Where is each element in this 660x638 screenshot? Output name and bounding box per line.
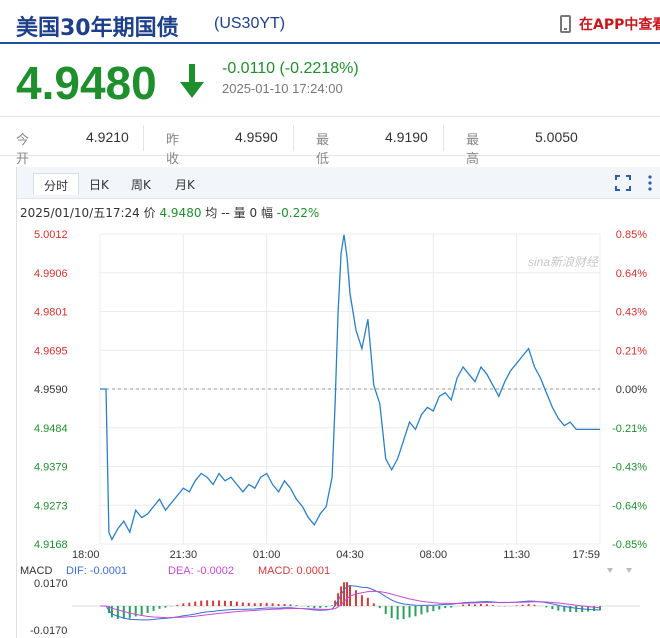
info-vol: 0 bbox=[249, 206, 258, 220]
info-pct-label: 幅 bbox=[260, 206, 273, 220]
macd-value: MACD: 0.0001 bbox=[258, 565, 330, 577]
price-change: -0.0110 (-0.2218%) bbox=[222, 60, 359, 77]
intraday-chart[interactable]: 5.0012 4.9906 4.9801 4.9695 4.9590 4.9484 4.93… bbox=[0, 228, 660, 638]
info-price-label: 价 bbox=[143, 206, 156, 220]
stat-value: 4.9210 bbox=[86, 129, 129, 145]
x-tick-label: 08:00 bbox=[420, 549, 448, 561]
stat-label: 今开 bbox=[16, 133, 30, 167]
x-tick-label: 01:00 bbox=[253, 549, 281, 561]
quote-header: 美国30年期国债 (US30YT) 在APP中查看 bbox=[0, 0, 660, 44]
divider bbox=[443, 125, 444, 151]
stat-label: 最低 bbox=[316, 133, 330, 167]
stat-value: 5.0050 bbox=[535, 129, 578, 145]
y-tick-label-left: 4.9379 bbox=[34, 462, 68, 474]
chart-tabs: 分时 日K 周K 月K bbox=[17, 167, 660, 199]
x-tick-label: 21:30 bbox=[170, 549, 198, 561]
phone-icon bbox=[560, 15, 571, 33]
sina-watermark: sina新浪财经 bbox=[528, 255, 600, 269]
tab-intraday[interactable]: 分时 bbox=[33, 173, 80, 195]
stats-bar: 今开 4.9210 昨收 4.9590 最低 4.9190 最高 5.0050 bbox=[0, 116, 660, 167]
y-tick-label-right: 0.21% bbox=[616, 345, 647, 357]
ticker-symbol: (US30YT) bbox=[214, 15, 286, 32]
info-vol-label: 量 bbox=[233, 206, 246, 220]
macd-dif: DIF: -0.0001 bbox=[66, 565, 127, 577]
stat-value: 4.9190 bbox=[385, 129, 428, 145]
down-arrow-icon bbox=[180, 64, 204, 98]
info-pct: -0.22% bbox=[276, 206, 320, 220]
collapse-icon[interactable] bbox=[607, 568, 613, 573]
y-axis-right: 0.85% 0.64% 0.43% 0.21% 0.00% -0.21% -0.43% -0.… bbox=[612, 229, 647, 551]
page-title: 美国30年期国债 bbox=[16, 16, 179, 41]
open-in-app-label: 在APP中查看 bbox=[579, 17, 660, 33]
y-tick-label-right: 0.64% bbox=[616, 268, 647, 280]
stat-label: 最高 bbox=[466, 133, 480, 167]
macd-dea: DEA: -0.0002 bbox=[168, 565, 234, 577]
divider bbox=[293, 125, 294, 151]
info-date: 2025/01/10/五17:24 bbox=[20, 206, 140, 220]
info-avg-label: 均 bbox=[205, 206, 218, 220]
expand-macd-icon[interactable] bbox=[626, 568, 632, 573]
y-tick-label-left: 4.9801 bbox=[34, 307, 68, 319]
y-axis-left: 5.0012 4.9906 4.9801 4.9695 4.9590 4.9484 4.93… bbox=[34, 229, 68, 551]
x-axis: 18:00 21:30 01:00 04:30 08:00 11:30 17:59 bbox=[72, 549, 600, 561]
tab-daily-k[interactable]: 日K bbox=[89, 178, 109, 192]
x-tick-label: 04:30 bbox=[336, 549, 364, 561]
stat-label: 昨收 bbox=[166, 133, 180, 167]
info-avg: -- bbox=[221, 206, 230, 220]
crosshair-info: 2025/01/10/五17:24 价 4.9480 均 -- 量 0 幅 -0… bbox=[20, 204, 319, 221]
fullscreen-icon[interactable] bbox=[615, 175, 631, 191]
chart-grid bbox=[99, 233, 601, 545]
x-tick-label: 11:30 bbox=[503, 549, 530, 561]
y-tick-label-right: 0.00% bbox=[616, 384, 647, 396]
macd-top-tick: 0.0170 bbox=[34, 578, 68, 590]
divider bbox=[143, 125, 144, 151]
y-tick-label-right: -0.21% bbox=[612, 423, 647, 435]
y-tick-label-left: 4.9695 bbox=[34, 345, 68, 357]
price-series-line bbox=[100, 234, 600, 542]
x-tick-label: 17:59 bbox=[572, 549, 600, 561]
chart-panel: 分时 日K 周K 月K bbox=[16, 167, 660, 638]
y-tick-label-left: 4.9590 bbox=[34, 384, 68, 396]
stat-value: 4.9590 bbox=[235, 129, 278, 145]
macd-histogram bbox=[107, 582, 601, 620]
y-tick-label-right: 0.43% bbox=[616, 307, 647, 319]
macd-bottom-tick: -0.0170 bbox=[30, 625, 67, 637]
tab-monthly-k[interactable]: 月K bbox=[175, 178, 195, 192]
quote-timestamp: 2025-01-10 17:24:00 bbox=[222, 81, 343, 96]
y-tick-label-right: 0.85% bbox=[616, 229, 647, 241]
more-options-icon[interactable] bbox=[647, 174, 653, 192]
macd-panel: MACD DIF: -0.0001 DEA: -0.0002 MACD: 0.0… bbox=[20, 565, 640, 637]
y-tick-label-left: 4.9273 bbox=[34, 500, 68, 512]
current-price: 4.9480 bbox=[16, 57, 157, 109]
y-tick-label-right: -0.43% bbox=[612, 462, 647, 474]
x-tick-label: 18:00 bbox=[72, 549, 100, 561]
macd-title: MACD bbox=[20, 565, 52, 577]
macd-dea-line bbox=[100, 590, 601, 619]
tab-weekly-k[interactable]: 周K bbox=[131, 178, 151, 192]
open-in-app-link[interactable]: 在APP中查看 bbox=[560, 14, 660, 34]
y-tick-label-left: 5.0012 bbox=[34, 229, 68, 241]
y-tick-label-left: 4.9906 bbox=[34, 268, 68, 280]
y-tick-label-left: 4.9168 bbox=[34, 539, 68, 551]
y-tick-label-left: 4.9484 bbox=[34, 423, 68, 435]
y-tick-label-right: -0.64% bbox=[612, 500, 647, 512]
info-price: 4.9480 bbox=[159, 206, 202, 220]
y-tick-label-right: -0.85% bbox=[612, 539, 647, 551]
